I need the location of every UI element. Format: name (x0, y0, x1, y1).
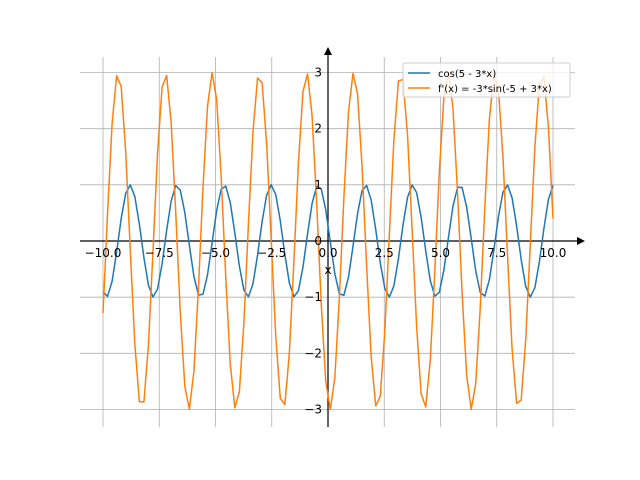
x-tick-label: −7.5 (145, 246, 174, 260)
y-tick-label: 0 (314, 234, 322, 248)
y-tick-label: 1 (314, 178, 322, 192)
axes (80, 47, 585, 427)
series-lines (102, 71, 554, 411)
x-tick-label: 10.0 (540, 246, 567, 260)
x-tick-label: 7.5 (487, 246, 506, 260)
y-tick-label: 3 (314, 66, 322, 80)
y-tick-label: −3 (304, 403, 322, 417)
x-axis-label: x (324, 263, 331, 277)
x-tick-label: 0.0 (318, 246, 337, 260)
series-line-cos (102, 184, 554, 298)
y-tick-label: −2 (304, 346, 322, 360)
y-tick-label: 2 (314, 122, 322, 136)
x-tick-label: −10.0 (85, 246, 122, 260)
legend-label-cos: cos(5 - 3*x) (438, 69, 496, 80)
y-tick-label: −1 (304, 290, 322, 304)
legend-label-derivative: f'(x) = -3*sin(-5 + 3*x) (438, 84, 552, 95)
y-axis-arrow (324, 47, 332, 55)
legend: cos(5 - 3*x) f'(x) = -3*sin(-5 + 3*x) (402, 62, 571, 98)
tick-labels: −10.0 −7.5 −5.0 −2.5 0.0 2.5 5.0 7.5 10.0 −3 −2 −1 0… (85, 66, 567, 417)
series-line-derivative (102, 71, 554, 411)
x-tick-label: −5.0 (201, 246, 230, 260)
legend-box (402, 62, 571, 98)
x-tick-label: −2.5 (257, 246, 286, 260)
x-axis-arrow (577, 237, 585, 245)
x-tick-label: 5.0 (431, 246, 450, 260)
x-tick-label: 2.5 (375, 246, 394, 260)
